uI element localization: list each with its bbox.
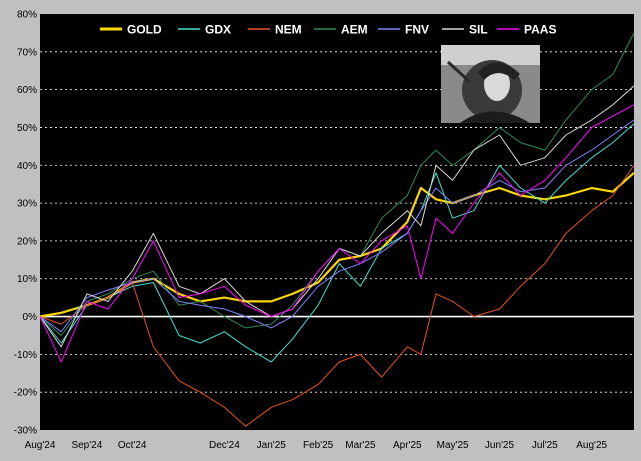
plot-area [40, 14, 634, 430]
x-tick-label: Sep'24 [71, 440, 102, 451]
x-tick-label: Jan'25 [257, 440, 287, 451]
legend-label-aem: AEM [341, 23, 368, 37]
x-tick-label: Aug'24 [25, 440, 56, 451]
y-tick-label: -20% [14, 388, 37, 399]
y-tick-label: 40% [17, 161, 37, 172]
series-line-fnv [39, 119, 635, 333]
legend-label-fnv: FNV [405, 23, 429, 37]
legend-label-nem: NEM [275, 23, 302, 37]
y-tick-label: 0% [23, 312, 38, 323]
legend: GOLD GDX NEM AEM FNV SIL PAAS [100, 23, 556, 37]
x-tick-label: Jul'25 [532, 440, 558, 451]
y-tick-label: 80% [17, 10, 37, 21]
series-line-nem [39, 165, 635, 427]
legend-label-sil: SIL [469, 23, 488, 37]
series-line-paas [39, 104, 635, 363]
legend-label-paas: PAAS [524, 23, 556, 37]
y-tick-label: 50% [17, 123, 37, 134]
x-tick-label: Aug'25 [576, 440, 607, 451]
x-tick-label: Mar'25 [345, 440, 376, 451]
y-tick-label: -30% [14, 426, 37, 437]
series-line-gdx [39, 123, 635, 363]
y-tick-label: 70% [17, 47, 37, 58]
x-tick-label: Feb'25 [303, 440, 334, 451]
y-tick-label: 30% [17, 199, 37, 210]
series-lines [39, 32, 635, 427]
axes: -30% -20% -10% 0% 10% 20% 30% 40% 50% 60% 70% 80% Au… [14, 10, 608, 452]
series-line-sil [39, 85, 635, 348]
x-tick-label: Oct'24 [118, 440, 147, 451]
legend-label-gold: GOLD [127, 23, 162, 37]
legend-label-gdx: GDX [205, 23, 231, 37]
y-tick-label: 20% [17, 236, 37, 247]
y-tick-label: 10% [17, 274, 37, 285]
y-tick-label: 60% [17, 85, 37, 96]
x-tick-label: Jun'25 [485, 440, 515, 451]
x-tick-label: May'25 [437, 440, 469, 451]
y-tick-label: -10% [14, 350, 37, 361]
portrait-photo [441, 45, 540, 123]
x-tick-label: Apr'25 [393, 440, 422, 451]
x-tick-label: Dec'24 [209, 440, 240, 451]
